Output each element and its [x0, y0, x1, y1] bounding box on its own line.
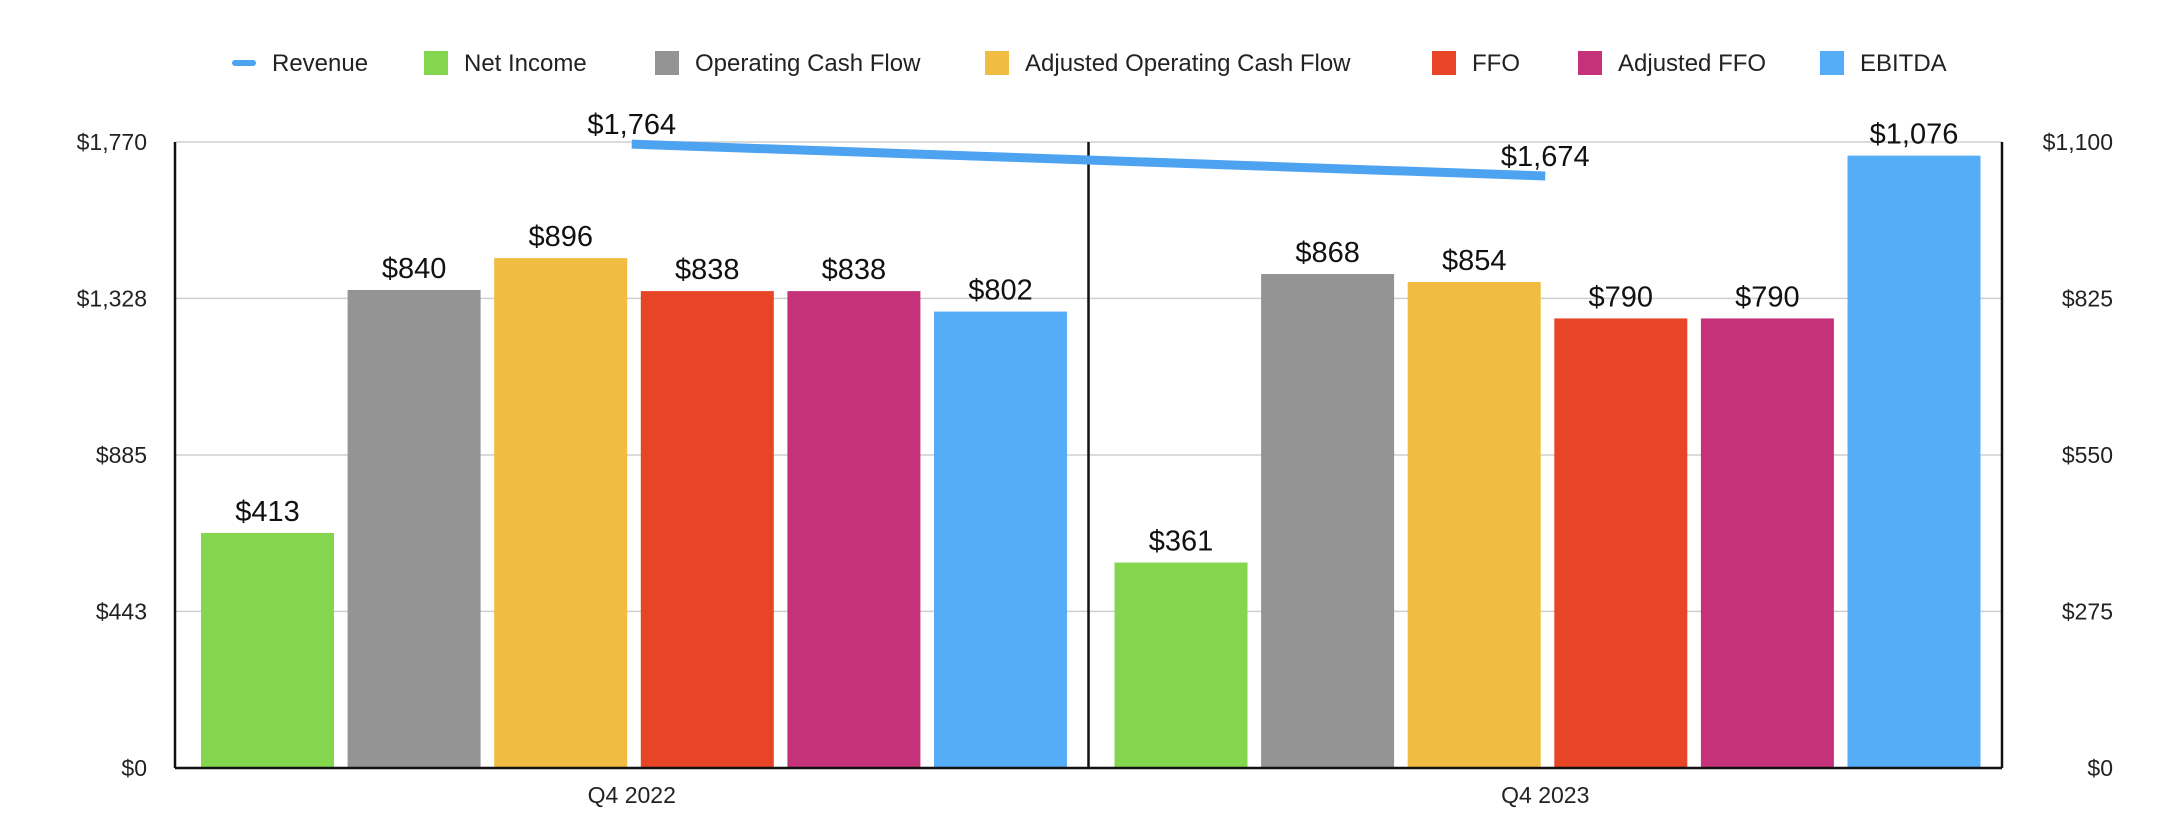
data-label-ffo: $838: [675, 254, 740, 286]
data-label-ebitda: $802: [968, 275, 1033, 307]
bar-ffo: [640, 291, 774, 768]
line-revenue: [631, 139, 1546, 181]
legend-label: Operating Cash Flow: [695, 50, 921, 77]
legend-label: Adjusted Operating Cash Flow: [1025, 50, 1351, 77]
y-left-tick-label: $1,328: [77, 285, 147, 311]
bar-ebitda: [934, 311, 1067, 768]
legend-swatch: [1820, 51, 1844, 75]
legend-item-revenue: Revenue: [232, 50, 368, 77]
bar-net-income: [201, 532, 334, 768]
data-label-adjusted-ffo: $790: [1735, 281, 1800, 313]
legend-item-net-income: Net Income: [424, 50, 587, 77]
legend-item-ebitda: EBITDA: [1820, 50, 1947, 77]
revenue-line-layer: [631, 139, 1546, 181]
legend: Revenue Net Income Operating Cash Flow Adju…: [232, 50, 1947, 77]
bar-net-income: [1114, 562, 1248, 768]
axes: $0 $443 $885 $1,328 $1,770 $0 $275 $550 $825 $1,1…: [77, 129, 2113, 808]
data-labels: $413 $840 $896 $838 $838 $802 $361 $868 $854 $790…: [235, 109, 1958, 557]
bar-ffo: [1554, 318, 1688, 768]
x-tick-label: Q4 2022: [588, 782, 676, 808]
legend-swatch: [1432, 51, 1456, 75]
legend-item-ffo: FFO: [1432, 50, 1520, 77]
y-right-tick-label: $1,100: [2043, 129, 2113, 155]
legend-label: Adjusted FFO: [1618, 50, 1766, 77]
legend-item-operating-cash-flow: Operating Cash Flow: [655, 50, 921, 77]
y-left-tick-label: $1,770: [77, 129, 147, 155]
bar-operating-cash-flow: [1261, 274, 1395, 768]
x-tick-label: Q4 2023: [1501, 782, 1589, 808]
bar-adjusted-ffo: [787, 291, 921, 768]
legend-label: Net Income: [464, 50, 587, 77]
data-label-ebitda: $1,076: [1870, 119, 1959, 151]
y-right-tick-label: $0: [2087, 755, 2113, 781]
data-label-net-income: $413: [235, 496, 300, 528]
data-label-operating-cash-flow: $868: [1295, 237, 1360, 269]
data-label-operating-cash-flow: $840: [382, 253, 447, 285]
legend-swatch: [232, 60, 256, 66]
bar-adjusted-operating-cash-flow: [494, 258, 628, 768]
legend-item-adjusted-operating-cash-flow: Adjusted Operating Cash Flow: [985, 50, 1351, 77]
legend-swatch: [1578, 51, 1602, 75]
data-label-ffo: $790: [1589, 281, 1654, 313]
y-left-tick-label: $0: [121, 755, 147, 781]
legend-swatch: [655, 51, 679, 75]
data-label-revenue: $1,764: [587, 109, 676, 141]
legend-item-adjusted-ffo: Adjusted FFO: [1578, 50, 1766, 77]
y-right-tick-label: $275: [2062, 599, 2113, 625]
y-right-tick-label: $550: [2062, 442, 2113, 468]
legend-label: FFO: [1472, 50, 1520, 77]
bar-adjusted-operating-cash-flow: [1407, 281, 1541, 768]
legend-swatch: [424, 51, 448, 75]
y-right-tick-label: $825: [2062, 286, 2113, 312]
y-left-tick-label: $443: [96, 598, 147, 624]
data-label-adjusted-ffo: $838: [822, 254, 887, 286]
y-left-tick-label: $885: [96, 442, 147, 468]
data-label-revenue: $1,674: [1501, 141, 1590, 173]
bar-adjusted-ffo: [1700, 318, 1834, 768]
data-label-adjusted-operating-cash-flow: $854: [1442, 245, 1507, 277]
bar-ebitda: [1847, 155, 1981, 768]
bars: [201, 155, 1981, 768]
legend-swatch: [985, 51, 1009, 75]
bar-operating-cash-flow: [347, 289, 481, 768]
legend-label: Revenue: [272, 50, 368, 77]
data-label-net-income: $361: [1149, 526, 1214, 558]
legend-label: EBITDA: [1860, 50, 1947, 77]
data-label-adjusted-operating-cash-flow: $896: [528, 221, 593, 253]
